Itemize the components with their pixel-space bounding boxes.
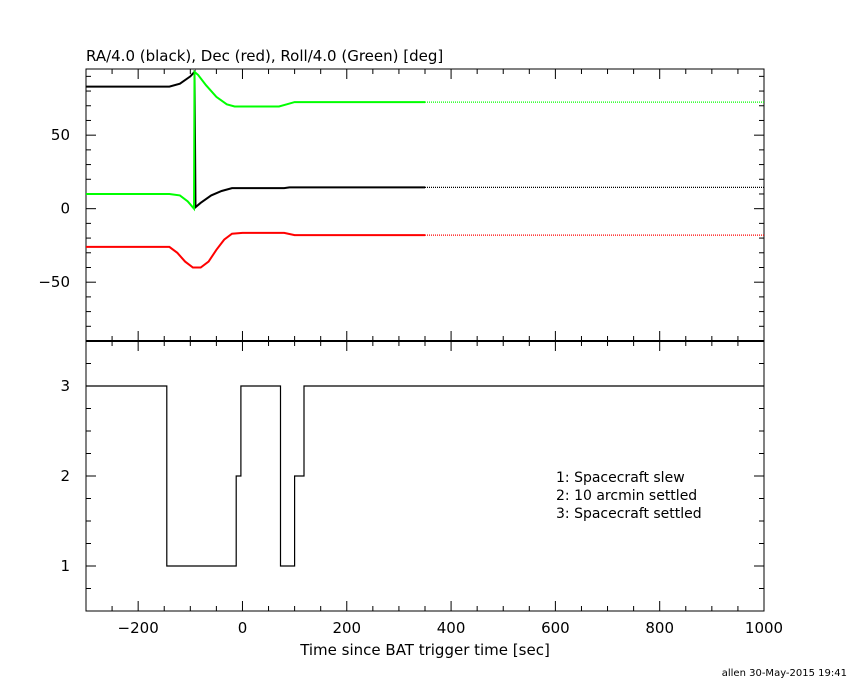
x-tick-label: −200 <box>118 619 159 637</box>
y-tick-label: 2 <box>60 467 70 485</box>
x-axis-label: Time since BAT trigger time [sec] <box>299 641 550 659</box>
legend-entry: 1: Spacecraft slew <box>556 470 685 486</box>
y-tick-label: −50 <box>38 273 70 291</box>
series-line-2 <box>86 69 425 212</box>
x-tick-label: 200 <box>332 619 361 637</box>
top-panel-title: RA/4.0 (black), Dec (red), Roll/4.0 (Gre… <box>86 47 443 65</box>
x-tick-label: 800 <box>645 619 674 637</box>
x-tick-label: 1000 <box>745 619 783 637</box>
legend-entry: 2: 10 arcmin settled <box>556 488 697 504</box>
y-tick-label: 50 <box>51 126 70 144</box>
series-line-0 <box>86 69 425 210</box>
top-panel: 50 0 −50 <box>38 68 765 342</box>
series-line-1 <box>86 231 425 269</box>
x-tick-label: 0 <box>238 619 248 637</box>
footer-credit: allen 30-May-2015 19:41 <box>722 668 847 679</box>
x-tick-label: 400 <box>437 619 466 637</box>
status-step-line <box>86 385 764 567</box>
top-plot-frame <box>85 68 765 342</box>
bottom-panel: 3 2 1 −200 0 200 400 600 800 1000 1: Spacecraft sl… <box>60 340 783 637</box>
y-tick-label: 1 <box>60 557 70 575</box>
y-tick-label: 0 <box>60 200 70 218</box>
legend-entry: 3: Spacecraft settled <box>556 506 702 522</box>
x-tick-label: 600 <box>541 619 570 637</box>
y-tick-label: 3 <box>60 377 70 395</box>
